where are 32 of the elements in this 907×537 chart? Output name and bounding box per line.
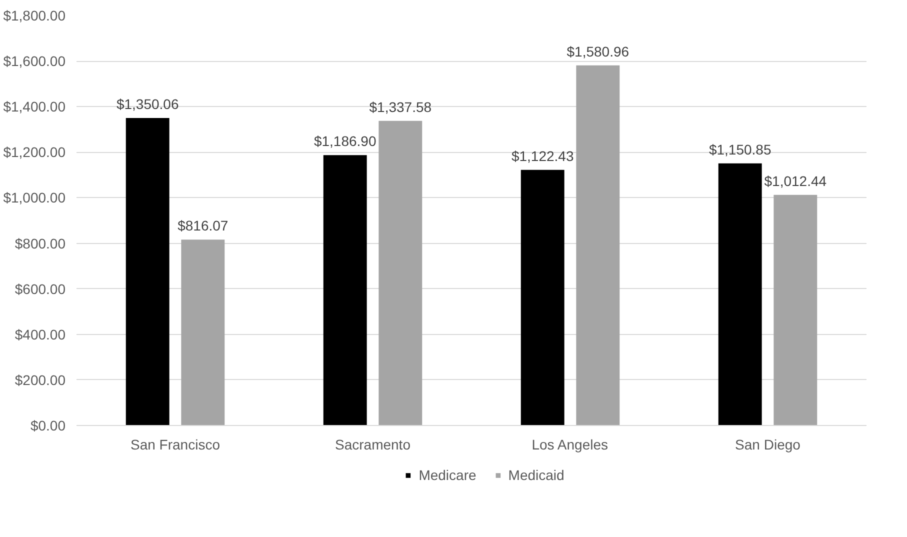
legend-label: Medicaid: [508, 467, 564, 483]
y-tick-label: $1,400.00: [3, 98, 66, 115]
bar: [323, 155, 367, 426]
bar: [576, 65, 620, 426]
bar: [774, 194, 818, 426]
x-tick-label: Sacramento: [335, 436, 411, 452]
legend-label: Medicare: [418, 467, 476, 483]
y-tick-label: $800.00: [14, 235, 66, 252]
x-tick-label: Los Angeles: [532, 436, 608, 452]
data-label: $1,122.43: [511, 148, 574, 164]
data-label: $1,186.90: [314, 133, 376, 150]
y-tick-label: $1,200.00: [3, 144, 66, 160]
y-tick-label: $400.00: [14, 326, 66, 342]
data-label: $1,350.06: [116, 96, 179, 112]
y-tick-label: $0.00: [30, 418, 66, 434]
y-tick-label: $200.00: [14, 372, 66, 388]
y-tick-label: $1,000.00: [3, 190, 66, 206]
y-tick-label: $600.00: [14, 280, 66, 297]
y-tick-label: $1,800.00: [3, 8, 66, 24]
data-label: $1,150.85: [708, 141, 772, 158]
bar: [718, 163, 762, 426]
data-label: $1,580.96: [566, 43, 630, 60]
x-tick-label: San Francisco: [130, 436, 220, 452]
y-tick-label: $1,600.00: [3, 53, 66, 70]
bar: [126, 118, 170, 426]
bar: [181, 240, 225, 426]
data-label: $1,337.58: [369, 98, 432, 115]
x-tick-label: San Diego: [735, 436, 801, 452]
bar: [520, 170, 564, 426]
data-label: $1,012.44: [764, 172, 827, 189]
bar: [378, 120, 422, 426]
data-label: $816.07: [178, 218, 228, 234]
